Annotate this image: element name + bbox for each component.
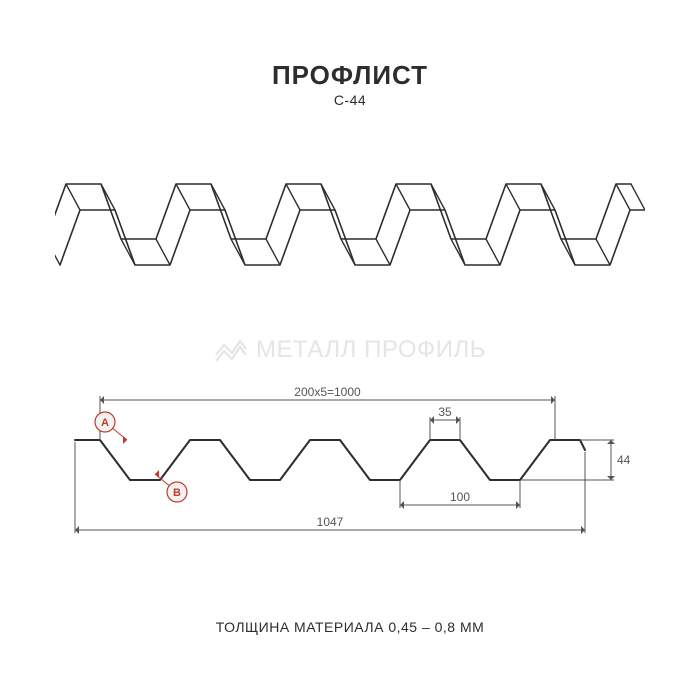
isometric-svg	[55, 150, 645, 280]
extension-lines	[75, 396, 614, 533]
material-thickness: ТОЛЩИНА МАТЕРИАЛА 0,45 – 0,8 ММ	[0, 619, 700, 635]
cross-section-view: 200x5=1000 35 100 1047 44 A B	[55, 370, 645, 540]
dim-pitch: 100	[400, 490, 520, 509]
isometric-view	[55, 150, 645, 280]
svg-text:A: A	[101, 417, 109, 429]
dim-overall: 1047	[75, 515, 585, 534]
iso-front-polyline	[60, 210, 645, 265]
dim-height: 44	[607, 440, 631, 480]
svg-text:44: 44	[617, 453, 631, 467]
watermark-text: МЕТАЛЛ ПРОФИЛЬ	[256, 336, 486, 364]
marker-b: B	[155, 470, 187, 502]
svg-text:1047: 1047	[317, 515, 344, 529]
iso-front-edge	[60, 210, 645, 265]
svg-text:100: 100	[450, 490, 470, 504]
svg-text:200x5=1000: 200x5=1000	[294, 385, 361, 399]
cross-section-svg: 200x5=1000 35 100 1047 44 A B	[55, 370, 645, 540]
watermark: МЕТАЛЛ ПРОФИЛЬ	[214, 335, 486, 365]
dim-coverage: 200x5=1000	[100, 385, 555, 404]
dim-top-flat: 35	[430, 405, 460, 424]
watermark-logo-icon	[214, 335, 248, 365]
profile-polyline	[75, 440, 585, 480]
page-title: ПРОФЛИСТ	[0, 60, 700, 91]
svg-text:35: 35	[438, 405, 452, 419]
page-subtitle: C-44	[0, 92, 700, 108]
svg-text:B: B	[173, 487, 181, 499]
